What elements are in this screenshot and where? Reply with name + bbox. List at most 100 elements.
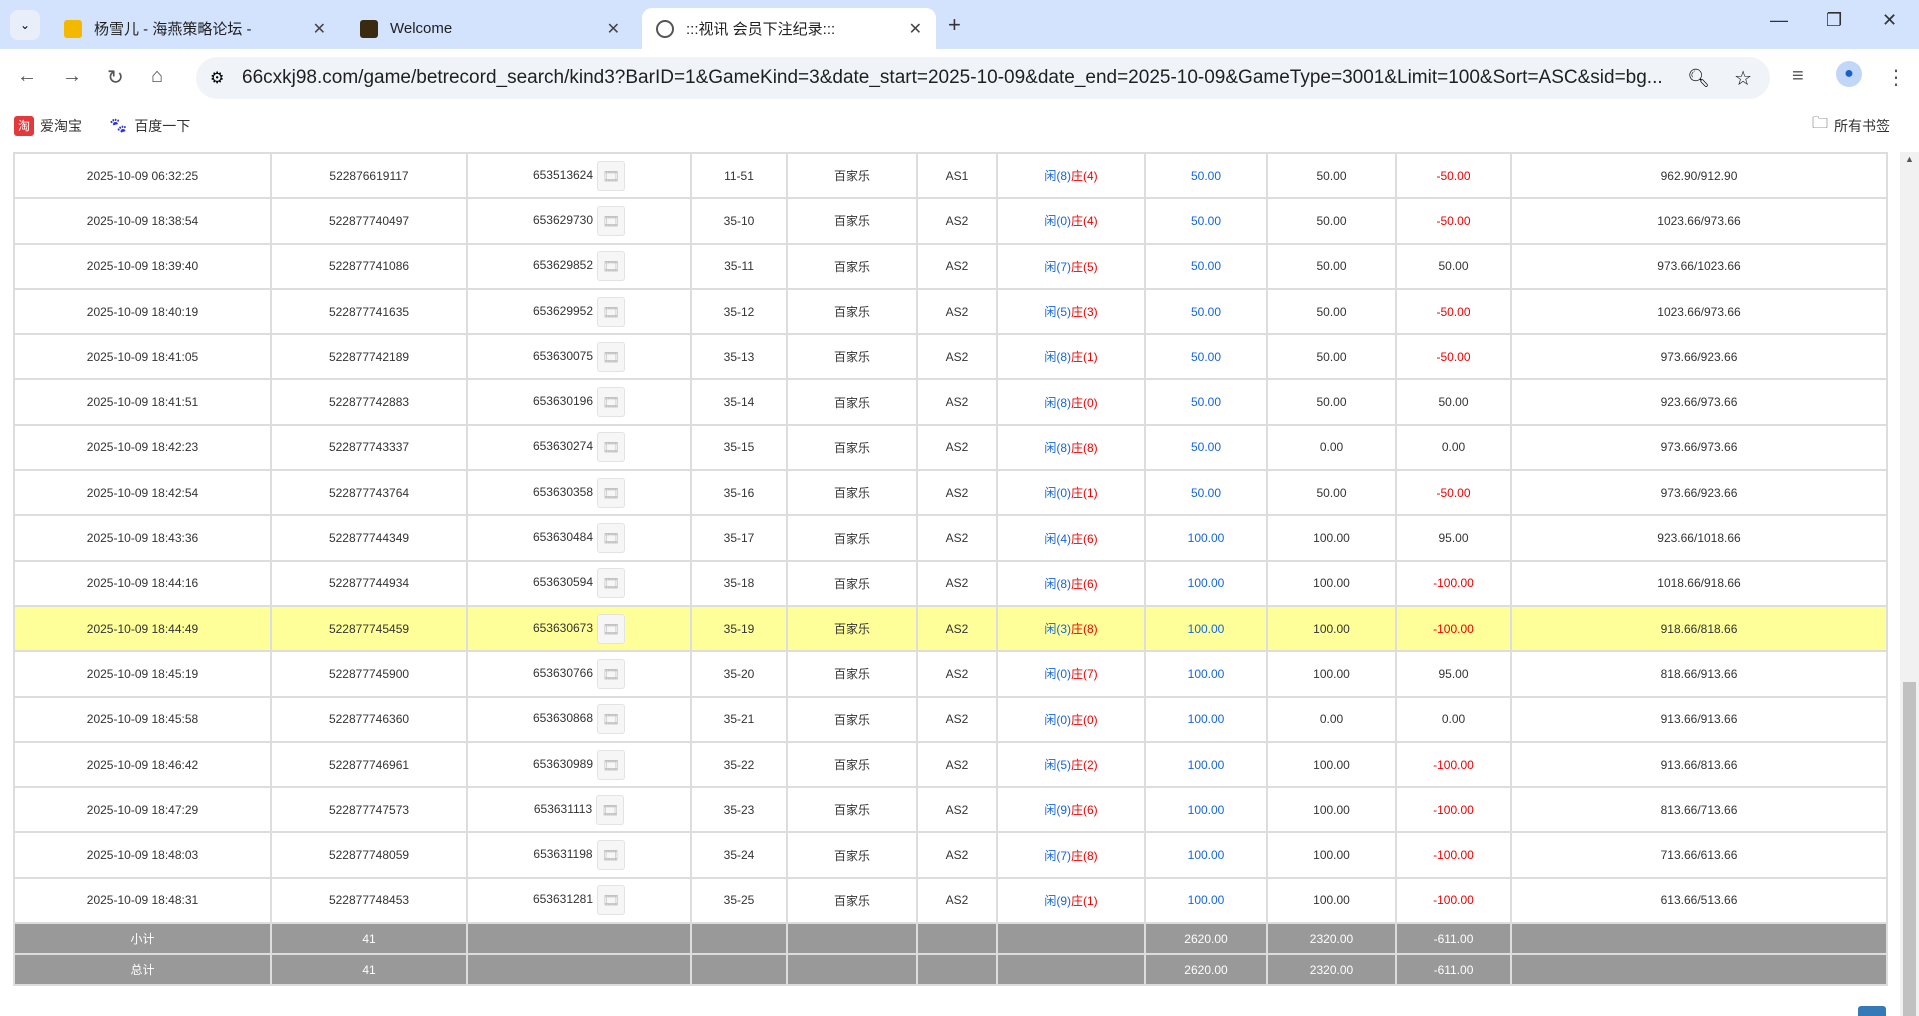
table-name: AS2 <box>916 650 998 698</box>
bet-amount: 100.00 <box>1144 740 1268 789</box>
profile-avatar[interactable]: ● <box>1836 61 1862 87</box>
media-control-icon[interactable]: ≡ <box>1792 65 1804 87</box>
game-type: 百家乐 <box>786 740 918 789</box>
video-replay-icon[interactable]: 🎞︎ <box>597 296 626 327</box>
table-no: 35-19 <box>690 604 788 653</box>
video-replay-icon[interactable]: 🎞︎ <box>597 387 626 418</box>
player-result: 闲(4) <box>1044 531 1071 546</box>
forward-icon[interactable]: → <box>62 65 82 87</box>
round-cell: 653630673 🎞︎ <box>466 604 692 653</box>
new-tab-button[interactable]: + <box>948 12 961 37</box>
menu-icon[interactable]: ⋮ <box>1886 67 1906 89</box>
valid-bet: 100.00 <box>1266 876 1397 925</box>
all-bookmarks-button[interactable]: 🗀 所有书签 <box>1812 112 1890 139</box>
zoom-icon[interactable]: 🔍︎ <box>1687 67 1710 88</box>
video-replay-icon[interactable]: 🎞︎ <box>597 568 626 599</box>
tab-search-button[interactable]: ⌄ <box>10 10 40 40</box>
player-result: 闲(8) <box>1044 440 1071 455</box>
win-loss: -50.00 <box>1395 151 1512 200</box>
win-loss: -50.00 <box>1395 333 1512 381</box>
win-loss: 0.00 <box>1395 423 1512 472</box>
valid-bet: 50.00 <box>1266 197 1397 245</box>
back-icon[interactable]: ← <box>17 65 37 87</box>
bet-id: 522877743337 <box>270 423 468 472</box>
balance: 813.66/713.66 <box>1510 786 1888 834</box>
restore-button[interactable]: ❐ <box>1826 10 1843 30</box>
round-id: 653630075 <box>532 349 594 363</box>
tab-2[interactable]: :::视讯 会员下注纪录::: ✕ <box>642 8 936 49</box>
round-id: 653629730 <box>532 213 594 228</box>
video-replay-icon[interactable]: 🎞︎ <box>597 613 626 644</box>
table-no: 35-18 <box>690 559 788 607</box>
bet-id: 522877742189 <box>270 333 468 381</box>
bet-id: 522877746360 <box>270 695 468 743</box>
bet-id: 522877745900 <box>270 650 468 698</box>
table-row: 2025-10-09 18:45:58 522877746360 653630868… <box>13 695 1888 743</box>
reload-icon[interactable]: ↻ <box>107 67 124 89</box>
close-tab-icon[interactable]: ✕ <box>606 20 620 38</box>
bookmark-aitaobao[interactable]: 淘爱淘宝 <box>14 115 82 136</box>
close-tab-icon[interactable]: ✕ <box>312 20 326 38</box>
tab-title: 杨雪儿 - 海燕策略论坛 - <box>94 21 252 38</box>
round-id: 653630868 <box>532 711 594 726</box>
scroll-up-icon[interactable]: ▲ <box>1905 154 1914 164</box>
table-row: 2025-10-09 18:48:31 522877748453 653631281… <box>13 876 1888 925</box>
result: 闲(8)庄(4) <box>996 151 1146 200</box>
home-icon[interactable]: ⌂ <box>151 65 164 87</box>
game-type: 百家乐 <box>786 242 918 290</box>
minimize-button[interactable]: — <box>1770 10 1788 30</box>
tab-0[interactable]: 杨雪儿 - 海燕策略论坛 - ✕ <box>50 8 340 49</box>
table-no: 35-22 <box>690 740 788 789</box>
valid-bet: 50.00 <box>1266 151 1397 200</box>
game-type: 百家乐 <box>786 695 918 743</box>
bookmark-baidu[interactable]: 🐾︎ 百度一下 <box>108 116 190 136</box>
bet-time: 2025-10-09 18:42:54 <box>13 469 272 517</box>
back-to-top-button[interactable] <box>1858 1006 1886 1016</box>
video-replay-icon[interactable]: 🎞︎ <box>597 885 626 916</box>
table-no: 35-21 <box>690 695 788 743</box>
banker-result: 庄(1) <box>1071 350 1098 365</box>
url-text[interactable]: 66cxkj98.com/game/betrecord_search/kind3… <box>242 67 1663 88</box>
close-tab-icon[interactable]: ✕ <box>908 20 922 38</box>
round-cell: 653629952 🎞︎ <box>466 287 692 336</box>
video-replay-icon[interactable]: 🎞︎ <box>597 523 626 554</box>
video-replay-icon[interactable]: 🎞︎ <box>596 794 625 825</box>
banker-result: 庄(2) <box>1071 758 1098 772</box>
video-replay-icon[interactable]: 🎞︎ <box>597 341 626 372</box>
video-replay-icon[interactable]: 🎞︎ <box>597 749 626 780</box>
subtotal-count: 41 <box>270 922 468 956</box>
valid-bet: 100.00 <box>1266 604 1397 653</box>
bet-time: 2025-10-09 18:46:42 <box>13 740 272 789</box>
video-replay-icon[interactable]: 🎞︎ <box>597 432 626 463</box>
video-replay-icon[interactable]: 🎞︎ <box>597 160 626 191</box>
scrollbar-thumb[interactable] <box>1903 682 1916 1016</box>
bet-amount: 50.00 <box>1144 151 1268 200</box>
total-valid: 2320.00 <box>1266 953 1397 987</box>
total-row: 总计 41 2620.00 2320.00 -611.00 <box>13 953 1888 987</box>
close-window-button[interactable]: ✕ <box>1882 10 1898 30</box>
balance: 913.66/813.66 <box>1510 740 1888 789</box>
video-replay-icon[interactable]: 🎞︎ <box>597 658 626 689</box>
bet-amount: 100.00 <box>1144 604 1268 653</box>
player-result: 闲(8) <box>1044 576 1071 591</box>
vertical-scrollbar[interactable]: ▲ <box>1900 152 1919 1016</box>
win-loss: 95.00 <box>1395 650 1512 698</box>
win-loss: 50.00 <box>1395 378 1512 426</box>
game-type: 百家乐 <box>786 287 918 336</box>
address-bar[interactable]: ⚙ 66cxkj98.com/game/betrecord_search/kin… <box>196 57 1770 99</box>
game-type: 百家乐 <box>786 197 918 245</box>
video-replay-icon[interactable]: 🎞︎ <box>597 477 626 508</box>
balance: 1018.66/918.66 <box>1510 559 1888 607</box>
video-replay-icon[interactable]: 🎞︎ <box>597 205 626 236</box>
tab-1[interactable]: Welcome ✕ <box>346 8 634 49</box>
result: 闲(4)庄(6) <box>996 514 1146 562</box>
video-replay-icon[interactable]: 🎞︎ <box>597 251 626 282</box>
video-replay-icon[interactable]: 🎞︎ <box>596 840 625 871</box>
banker-result: 庄(6) <box>1071 531 1098 546</box>
banker-result: 庄(0) <box>1071 395 1098 410</box>
table-name: AS2 <box>916 514 998 562</box>
bookmark-star-icon[interactable]: ☆ <box>1734 67 1752 90</box>
site-settings-icon[interactable]: ⚙ <box>210 70 225 87</box>
total-bet: 2620.00 <box>1144 953 1268 987</box>
video-replay-icon[interactable]: 🎞︎ <box>597 704 626 735</box>
